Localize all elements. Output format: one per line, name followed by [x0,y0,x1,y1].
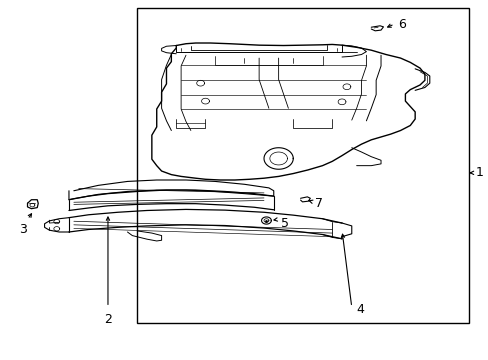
Text: 2: 2 [104,313,112,326]
Text: 7: 7 [315,197,323,210]
Text: 4: 4 [356,303,364,316]
Text: 5: 5 [281,216,288,230]
Bar [137,8,468,323]
Text: 6: 6 [397,18,405,31]
Text: 1: 1 [475,166,483,179]
Text: 3: 3 [19,223,26,236]
